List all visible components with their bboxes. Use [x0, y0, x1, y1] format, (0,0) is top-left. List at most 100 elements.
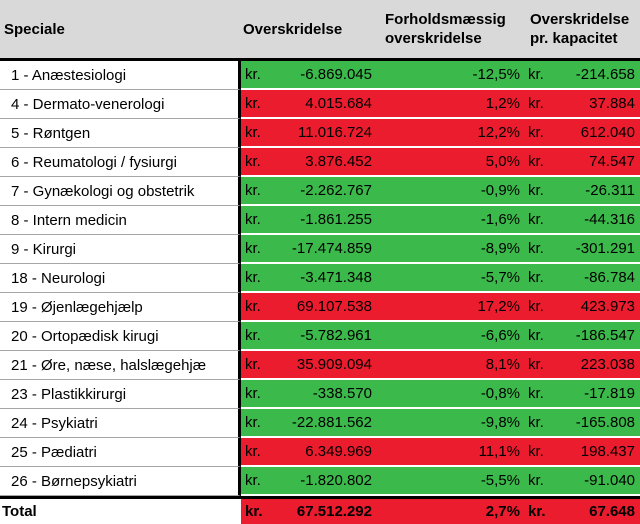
header-forholdsmaessig-overskridelse: Forholdsmæssig overskridelse: [385, 11, 506, 47]
speciale-label: 7 - Gynækologi og obstetrik: [11, 182, 195, 200]
per-capacity-value: 423.973: [580, 298, 635, 315]
table-row: 7 - Gynækologi og obstetrik kr. -2.262.7…: [0, 177, 640, 206]
currency-label: kr.: [528, 298, 544, 315]
speciale-cell: 9 - Kirurgi: [0, 235, 241, 264]
speciale-label: 1 - Anæstesiologi: [11, 66, 127, 84]
per-capacity-cell: kr. -86.784: [522, 269, 640, 286]
per-capacity-cell: kr. 423.973: [522, 298, 640, 315]
currency-label: kr.: [245, 182, 261, 199]
row-colored-cells: kr. -22.881.562 -9,8% kr. -165.808: [241, 409, 640, 438]
speciale-cell: 19 - Øjenlægehjælp: [0, 293, 241, 322]
speciale-label: 20 - Ortopædisk kirugi: [11, 327, 159, 345]
currency-label: kr.: [528, 269, 544, 286]
table-row: 20 - Ortopædisk kirugi kr. -5.782.961 -6…: [0, 322, 640, 351]
currency-label: kr.: [245, 503, 263, 520]
pct-value: -12,5%: [472, 66, 520, 83]
per-capacity-cell: kr. -301.291: [522, 240, 640, 257]
currency-label: kr.: [245, 472, 261, 489]
pct-cell: -0,8%: [380, 385, 522, 402]
speciale-label: 23 - Plastikkirurgi: [11, 385, 127, 403]
overskridelse-value: -2.262.767: [300, 182, 372, 199]
speciale-cell: 21 - Øre, næse, halslægehjæ: [0, 351, 241, 380]
table-row: 25 - Pædiatri kr. 6.349.969 11,1% kr. 19…: [0, 438, 640, 467]
pct-value: -1,6%: [480, 211, 520, 228]
overskridelse-value: -22.881.562: [291, 414, 372, 431]
total-pct-cell: 2,7%: [380, 503, 522, 520]
per-capacity-cell: kr. 198.437: [522, 443, 640, 460]
currency-label: kr.: [245, 327, 261, 344]
table-row: 9 - Kirurgi kr. -17.474.859 -8,9% kr. -3…: [0, 235, 640, 264]
overskridelse-cell: kr. 69.107.538: [241, 298, 380, 315]
row-colored-cells: kr. 4.015.684 1,2% kr. 37.884: [241, 90, 640, 119]
overskridelse-value: -6.869.045: [300, 66, 372, 83]
pct-cell: 5,0%: [380, 153, 522, 170]
overskridelse-value: -1.820.802: [300, 472, 372, 489]
total-row: Total kr. 67.512.292 2,7% kr. 67.648: [0, 496, 640, 524]
overskridelse-cell: kr. -3.471.348: [241, 269, 380, 286]
pct-cell: -12,5%: [380, 66, 522, 83]
per-capacity-value: -165.808: [575, 414, 635, 431]
pct-value: 1,2%: [485, 95, 520, 112]
overskridelse-cell: kr. 3.876.452: [241, 153, 380, 170]
table-row: 6 - Reumatologi / fysiurgi kr. 3.876.452…: [0, 148, 640, 177]
currency-label: kr.: [245, 356, 261, 373]
row-colored-cells: kr. -17.474.859 -8,9% kr. -301.291: [241, 235, 640, 264]
speciale-label: 18 - Neurologi: [11, 269, 106, 287]
overskridelse-cell: kr. 6.349.969: [241, 443, 380, 460]
overskridelse-cell: kr. -17.474.859: [241, 240, 380, 257]
per-capacity-value: -186.547: [575, 327, 635, 344]
speciale-label: 25 - Pædiatri: [11, 443, 97, 461]
per-capacity-cell: kr. -17.819: [522, 385, 640, 402]
pct-value: -8,9%: [480, 240, 520, 257]
row-colored-cells: kr. -338.570 -0,8% kr. -17.819: [241, 380, 640, 409]
per-capacity-value: -86.784: [584, 269, 635, 286]
speciale-label: 26 - Børnepsykiatri: [11, 472, 137, 490]
speciale-label: 19 - Øjenlægehjælp: [11, 298, 143, 316]
pct-cell: -5,7%: [380, 269, 522, 286]
currency-label: kr.: [528, 182, 544, 199]
table-header-row: Speciale Overskridelse Forholdsmæssig ov…: [0, 0, 640, 61]
speciale-cell: 7 - Gynækologi og obstetrik: [0, 177, 241, 206]
pct-value: 8,1%: [485, 356, 520, 373]
speciale-label: 4 - Dermato-venerologi: [11, 95, 165, 113]
per-capacity-value: 37.884: [589, 95, 635, 112]
row-colored-cells: kr. 3.876.452 5,0% kr. 74.547: [241, 148, 640, 177]
row-colored-cells: kr. -6.869.045 -12,5% kr. -214.658: [241, 61, 640, 90]
overskridelse-cell: kr. -22.881.562: [241, 414, 380, 431]
speciale-cell: 24 - Psykiatri: [0, 409, 241, 438]
pct-value: -5,7%: [480, 269, 520, 286]
table-body: 1 - Anæstesiologi kr. -6.869.045 -12,5% …: [0, 61, 640, 496]
currency-label: kr.: [245, 385, 261, 402]
currency-label: kr.: [245, 414, 261, 431]
speciale-label: 24 - Psykiatri: [11, 414, 98, 432]
per-capacity-value: 223.038: [580, 356, 635, 373]
table-row: 26 - Børnepsykiatri kr. -1.820.802 -5,5%…: [0, 467, 640, 496]
pct-cell: 17,2%: [380, 298, 522, 315]
speciale-cell: 1 - Anæstesiologi: [0, 61, 241, 90]
total-label: Total: [0, 499, 241, 524]
overskridelse-value: 69.107.538: [296, 298, 372, 315]
total-pct-value: 2,7%: [485, 503, 520, 520]
per-capacity-value: -301.291: [575, 240, 635, 257]
per-capacity-cell: kr. -91.040: [522, 472, 640, 489]
table-row: 19 - Øjenlægehjælp kr. 69.107.538 17,2% …: [0, 293, 640, 322]
speciale-cell: 26 - Børnepsykiatri: [0, 467, 241, 496]
pct-value: 12,2%: [477, 124, 520, 141]
speciale-cell: 20 - Ortopædisk kirugi: [0, 322, 241, 351]
per-capacity-value: -17.819: [584, 385, 635, 402]
per-capacity-cell: kr. 612.040: [522, 124, 640, 141]
row-colored-cells: kr. -2.262.767 -0,9% kr. -26.311: [241, 177, 640, 206]
currency-label: kr.: [528, 472, 544, 489]
row-colored-cells: kr. -1.861.255 -1,6% kr. -44.316: [241, 206, 640, 235]
per-capacity-value: -214.658: [575, 66, 635, 83]
overskridelse-cell: kr. -2.262.767: [241, 182, 380, 199]
currency-label: kr.: [528, 443, 544, 460]
row-colored-cells: kr. 6.349.969 11,1% kr. 198.437: [241, 438, 640, 467]
pct-cell: 12,2%: [380, 124, 522, 141]
row-colored-cells: kr. 11.016.724 12,2% kr. 612.040: [241, 119, 640, 148]
overskridelse-cell: kr. -5.782.961: [241, 327, 380, 344]
pct-value: -0,8%: [480, 385, 520, 402]
currency-label: kr.: [528, 503, 546, 520]
speciale-cell: 18 - Neurologi: [0, 264, 241, 293]
